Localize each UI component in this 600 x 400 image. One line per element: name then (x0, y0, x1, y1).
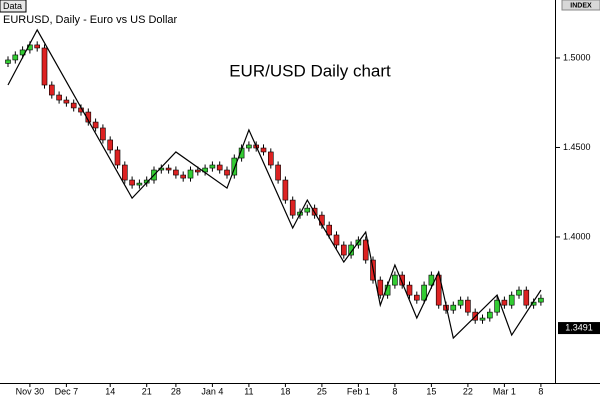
x-tick-label: 28 (171, 386, 181, 396)
x-tick-label: 11 (244, 386, 253, 396)
y-tick-label: 1.4500 (563, 142, 591, 152)
candle-body (275, 164, 281, 181)
candle-body (12, 54, 19, 61)
x-tick-label: 8 (538, 386, 543, 396)
candle-body (165, 167, 172, 171)
candle-body (231, 157, 238, 176)
last-price-box (558, 322, 600, 335)
candle-body (413, 294, 420, 301)
candle-body (435, 274, 442, 306)
candle-body (304, 207, 311, 213)
axis-tag-box (561, 0, 600, 11)
candle-body (122, 164, 128, 181)
y-tick-label: 1.4000 (563, 231, 591, 241)
candle-body (63, 99, 70, 104)
candle-body (114, 149, 121, 166)
candle-body (348, 244, 354, 256)
candle-body (494, 299, 500, 313)
candle-body (195, 169, 201, 173)
x-tick-label: 18 (280, 386, 290, 396)
axis-tag: INDEX (570, 2, 592, 9)
candle-body (392, 274, 398, 286)
candle-body (289, 199, 296, 216)
candle-body (486, 311, 493, 319)
candle-body (216, 164, 223, 171)
candle-body (340, 244, 347, 256)
candle-body (362, 239, 369, 261)
annotation: EUR/USD Daily chart (229, 61, 391, 80)
candle-body (501, 299, 508, 306)
candle-body (100, 127, 106, 141)
chart-title: EURUSD, Daily - Euro vs US Dollar (3, 14, 178, 26)
candle-body (70, 102, 77, 109)
x-tick-label: 25 (317, 386, 327, 396)
candle-body (180, 174, 186, 179)
x-tick-label: 15 (426, 386, 436, 396)
candle-body (224, 169, 230, 176)
x-tick-label: 8 (392, 386, 397, 396)
x-tick-label: Mar 1 (493, 386, 516, 396)
candle-body (5, 59, 11, 64)
x-tick-label: 22 (463, 386, 473, 396)
candle-body (209, 164, 216, 169)
x-tick-label: Jan 4 (201, 386, 223, 396)
header: Data (3, 1, 22, 11)
last-price-label: 1.3491 (565, 322, 593, 332)
zigzag-line (7, 28, 542, 340)
candle-body (41, 47, 48, 86)
candle-body (399, 274, 406, 286)
candle-body (260, 147, 267, 153)
candle-body (246, 144, 252, 149)
x-tick-label: 14 (105, 386, 115, 396)
candle-body (136, 182, 143, 186)
candle-body (173, 169, 179, 176)
candle-body (377, 279, 384, 296)
y-tick-label: 1.5000 (563, 52, 591, 62)
x-tick-label: Nov 30 (16, 386, 45, 396)
candle-body (333, 234, 340, 246)
candle-body (34, 44, 41, 49)
candle-body (326, 224, 333, 236)
candle-body (48, 84, 55, 96)
candle-body (319, 214, 325, 226)
header-box (0, 0, 27, 13)
candle-body (406, 284, 413, 296)
candle-body (92, 121, 99, 129)
candle-body (457, 299, 464, 306)
candle-body (516, 289, 522, 296)
candle-body (107, 139, 113, 151)
x-tick-label: Dec 7 (55, 386, 79, 396)
candle-body (282, 179, 289, 201)
candle-body (56, 94, 62, 101)
candle-body (187, 169, 194, 179)
candle-body (523, 289, 530, 306)
x-tick-label: 21 (142, 386, 152, 396)
candle-body (129, 179, 135, 186)
candle-body (450, 304, 457, 311)
candle-body (465, 299, 471, 313)
candle-body (421, 284, 427, 301)
candle-body (538, 297, 544, 303)
candle-body (267, 151, 274, 166)
x-tick-label: Feb 1 (347, 386, 370, 396)
candle-body (508, 294, 515, 306)
candle-body (428, 274, 435, 286)
candle-body (479, 317, 486, 321)
